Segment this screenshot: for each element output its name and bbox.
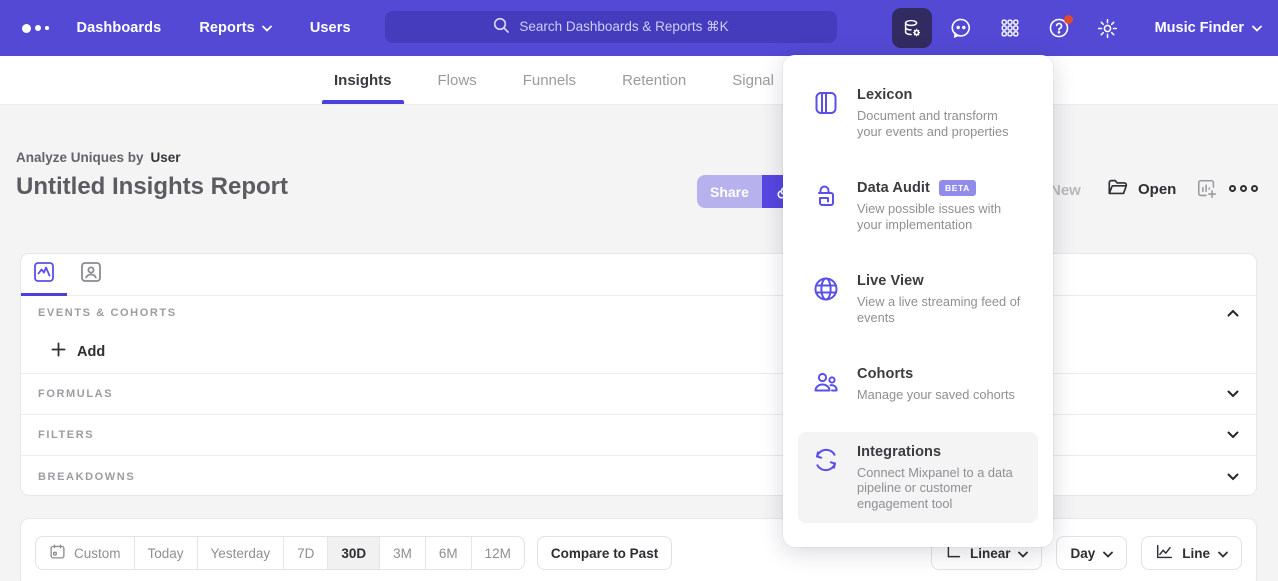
linear-axis-icon <box>945 543 962 563</box>
menu-item-cohorts[interactable]: Cohorts Manage your saved cohorts <box>798 354 1038 415</box>
chevron-down-icon <box>1252 20 1262 36</box>
compare-to-past-button[interactable]: Compare to Past <box>536 536 673 570</box>
top-navbar: Dashboards Reports Users Search Dashboar… <box>0 0 1278 56</box>
chevron-up-icon[interactable] <box>1227 304 1239 322</box>
profiles-tab[interactable] <box>67 254 115 295</box>
folder-icon <box>1107 178 1129 201</box>
tab-flows[interactable]: Flows <box>437 71 477 89</box>
range-custom[interactable]: Custom <box>36 537 135 569</box>
menu-item-title: Lexicon <box>857 87 913 103</box>
menu-item-integrations[interactable]: Integrations Connect Mixpanel to a data … <box>798 431 1038 523</box>
menu-item-title: Data Audit <box>857 180 930 196</box>
tab-signal[interactable]: Signal <box>732 71 774 89</box>
interval-dropdown[interactable]: Day <box>1056 536 1128 570</box>
chart-tab-icon <box>32 260 56 289</box>
filters-label: FILTERS <box>38 429 95 441</box>
chevron-down-icon <box>1227 385 1239 403</box>
formulas-section[interactable]: FORMULAS <box>21 374 1256 415</box>
plus-icon <box>51 342 66 361</box>
query-builder: EVENTS & COHORTS Add FORMULAS FILTERS BR… <box>20 253 1257 496</box>
profile-tab-icon <box>79 260 103 289</box>
navbar-actions: Music Finder <box>891 8 1262 48</box>
menu-item-desc: Connect Mixpanel to a data pipeline or c… <box>857 464 1013 511</box>
search-placeholder: Search Dashboards & Reports ⌘K <box>519 19 729 34</box>
new-report-button[interactable]: New <box>1050 182 1081 199</box>
time-controls: Custom Today Yesterday 7D 30D 3M 6M 12M … <box>20 518 1257 581</box>
menu-item-title: Live View <box>857 273 924 289</box>
tab-retention[interactable]: Retention <box>622 71 687 89</box>
calendar-icon <box>49 543 66 563</box>
events-cohorts-header[interactable]: EVENTS & COHORTS <box>21 296 1256 330</box>
builder-tabs <box>21 254 1256 296</box>
range-3m[interactable]: 3M <box>380 537 426 569</box>
menu-item-data-audit[interactable]: Data Audit BETA View possible issues wit… <box>798 168 1038 244</box>
chevron-down-icon <box>1103 546 1114 561</box>
data-audit-nav-icon[interactable] <box>891 8 932 48</box>
menu-item-live-view[interactable]: Live View View a live streaming feed of … <box>798 261 1038 337</box>
menu-item-desc: View a live streaming feed of events <box>857 294 1021 325</box>
events-cohorts-label: EVENTS & COHORTS <box>38 307 177 319</box>
feedback-icon[interactable] <box>941 8 981 48</box>
nav-dashboards[interactable]: Dashboards <box>76 20 162 36</box>
metrics-tab[interactable] <box>21 254 67 296</box>
chevron-down-icon <box>1227 426 1239 444</box>
analysis-entity[interactable]: User <box>150 150 181 165</box>
search-icon <box>493 17 510 37</box>
menu-item-desc: Document and transform your events and p… <box>857 108 1009 139</box>
chevron-down-icon <box>1218 546 1228 561</box>
range-7d[interactable]: 7D <box>284 537 329 569</box>
add-event-button[interactable]: Add <box>21 330 1256 374</box>
open-report-button[interactable]: Open <box>1107 178 1176 201</box>
notification-dot <box>1063 15 1073 24</box>
live-view-icon <box>812 273 840 325</box>
main-content: Analyze Uniques by User Untitled Insight… <box>0 105 1278 581</box>
range-30d[interactable]: 30D <box>328 537 381 569</box>
report-title[interactable]: Untitled Insights Report <box>16 173 288 200</box>
filters-section[interactable]: FILTERS <box>21 415 1256 456</box>
range-6m[interactable]: 6M <box>426 537 472 569</box>
menu-item-desc: Manage your saved cohorts <box>857 387 1015 402</box>
add-to-dashboard-icon[interactable] <box>1196 178 1218 205</box>
project-name: Music Finder <box>1154 20 1244 36</box>
report-tabbar: Insights Flows Funnels Retention Signal … <box>0 56 1278 105</box>
nav-reports[interactable]: Reports <box>199 20 272 36</box>
lexicon-icon <box>812 87 840 139</box>
project-selector[interactable]: Music Finder <box>1155 20 1262 36</box>
range-today[interactable]: Today <box>135 537 198 569</box>
apps-grid-icon[interactable] <box>990 8 1030 48</box>
line-chart-icon <box>1155 543 1174 563</box>
tab-insights[interactable]: Insights <box>322 56 404 104</box>
range-yesterday[interactable]: Yesterday <box>198 537 285 569</box>
apps-dropdown-menu: Lexicon Document and transform your even… <box>783 55 1053 547</box>
chevron-down-icon <box>261 20 272 36</box>
range-12m[interactable]: 12M <box>484 545 511 561</box>
chart-type-dropdown[interactable]: Line <box>1141 536 1242 570</box>
beta-badge: BETA <box>938 180 976 196</box>
breakdowns-section[interactable]: BREAKDOWNS <box>21 456 1256 495</box>
share-button[interactable]: Share <box>697 175 762 208</box>
mixpanel-logo-icon[interactable] <box>22 23 49 33</box>
settings-gear-icon[interactable] <box>1088 8 1128 48</box>
formulas-label: FORMULAS <box>38 388 114 400</box>
menu-item-title: Cohorts <box>857 366 914 382</box>
integrations-icon <box>812 444 840 512</box>
menu-item-desc: View possible issues with your implement… <box>857 201 1002 232</box>
search-input[interactable]: Search Dashboards & Reports ⌘K <box>385 11 837 43</box>
data-audit-icon <box>812 180 840 232</box>
breakdowns-label: BREAKDOWNS <box>38 470 136 483</box>
more-options-button[interactable] <box>1229 185 1258 192</box>
chevron-down-icon <box>1227 468 1239 486</box>
report-eyebrow: Analyze Uniques by User <box>16 150 181 165</box>
cohorts-icon <box>812 366 840 403</box>
menu-item-lexicon[interactable]: Lexicon Document and transform your even… <box>798 75 1038 151</box>
chevron-down-icon <box>1018 546 1029 561</box>
tab-funnels[interactable]: Funnels <box>522 71 577 89</box>
nav-users[interactable]: Users <box>309 20 351 36</box>
date-range-segmented: Custom Today Yesterday 7D 30D 3M 6M 12M <box>35 536 525 570</box>
help-icon[interactable] <box>1039 8 1079 48</box>
menu-item-title: Integrations <box>857 443 942 460</box>
